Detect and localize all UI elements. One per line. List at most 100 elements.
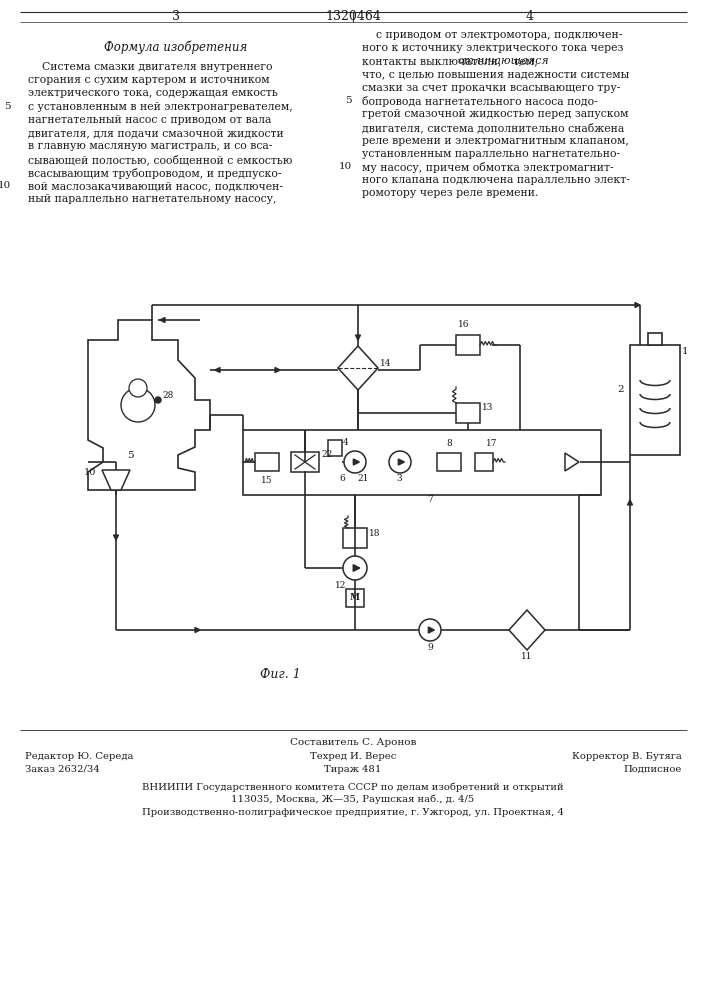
Text: 4: 4 bbox=[343, 438, 349, 447]
Text: 4: 4 bbox=[526, 10, 534, 23]
Text: Техред И. Верес: Техред И. Верес bbox=[310, 752, 396, 761]
Polygon shape bbox=[114, 535, 119, 540]
Text: нагнетательный насос с приводом от вала: нагнетательный насос с приводом от вала bbox=[28, 115, 271, 125]
Bar bbox=[648, 333, 662, 345]
Polygon shape bbox=[354, 459, 359, 465]
Bar bbox=[437, 453, 461, 471]
Text: Корректор В. Бутяга: Корректор В. Бутяга bbox=[572, 752, 682, 761]
Polygon shape bbox=[628, 500, 633, 505]
Text: Система смазки двигателя внутреннего: Система смазки двигателя внутреннего bbox=[28, 62, 272, 72]
Text: Тираж 481: Тираж 481 bbox=[325, 765, 382, 774]
Text: 11: 11 bbox=[521, 652, 533, 661]
Text: что, с целью повышения надежности системы: что, с целью повышения надежности систем… bbox=[362, 70, 629, 80]
Text: ного к источнику электрического тока через: ного к источнику электрического тока чер… bbox=[362, 43, 624, 53]
Circle shape bbox=[343, 556, 367, 580]
Text: в главную масляную магистраль, и со вса-: в главную масляную магистраль, и со вса- bbox=[28, 141, 272, 151]
Text: 7: 7 bbox=[427, 495, 433, 504]
Bar bbox=[328, 440, 342, 456]
Text: гретой смазочной жидкостью перед запуском: гретой смазочной жидкостью перед запуско… bbox=[362, 109, 629, 119]
Bar bbox=[243, 430, 601, 495]
Text: с приводом от электромотора, подключен-: с приводом от электромотора, подключен- bbox=[362, 30, 622, 40]
Text: 5: 5 bbox=[4, 102, 11, 111]
Text: 28: 28 bbox=[162, 391, 173, 400]
Text: сывающей полостью, сообщенной с емкостью: сывающей полостью, сообщенной с емкостью bbox=[28, 154, 293, 165]
Text: всасывающим трубопроводом, и предпуско-: всасывающим трубопроводом, и предпуско- bbox=[28, 168, 281, 179]
Circle shape bbox=[344, 451, 366, 473]
Circle shape bbox=[155, 397, 161, 403]
Circle shape bbox=[121, 388, 155, 422]
Text: установленным параллельно нагнетательно-: установленным параллельно нагнетательно- bbox=[362, 149, 620, 159]
Polygon shape bbox=[195, 628, 200, 633]
Circle shape bbox=[389, 451, 411, 473]
Polygon shape bbox=[565, 453, 579, 471]
Text: 5: 5 bbox=[127, 450, 134, 460]
Polygon shape bbox=[354, 565, 360, 571]
Text: 2: 2 bbox=[617, 385, 624, 394]
Text: двигателя, система дополнительно снабжена: двигателя, система дополнительно снабжен… bbox=[362, 122, 624, 133]
Text: 9: 9 bbox=[427, 643, 433, 652]
Text: двигателя, для подачи смазочной жидкости: двигателя, для подачи смазочной жидкости bbox=[28, 128, 284, 138]
Polygon shape bbox=[102, 470, 130, 490]
Polygon shape bbox=[398, 459, 404, 465]
Text: ный параллельно нагнетательному насосу,: ный параллельно нагнетательному насосу, bbox=[28, 194, 276, 204]
Text: 3: 3 bbox=[172, 10, 180, 23]
Text: 10: 10 bbox=[0, 181, 11, 190]
Text: 10: 10 bbox=[83, 468, 96, 477]
Text: 12: 12 bbox=[335, 581, 346, 590]
Text: Фиг. 1: Фиг. 1 bbox=[259, 668, 300, 681]
Text: ВНИИПИ Государственного комитета СССР по делам изобретений и открытий: ВНИИПИ Государственного комитета СССР по… bbox=[142, 782, 563, 792]
Text: 17: 17 bbox=[486, 439, 498, 448]
Bar bbox=[346, 589, 364, 607]
Polygon shape bbox=[356, 335, 361, 340]
Text: 1: 1 bbox=[682, 347, 689, 356]
Text: отличающаяся: отличающаяся bbox=[457, 56, 549, 66]
Text: реле времени и электромагнитным клапаном,: реле времени и электромагнитным клапаном… bbox=[362, 136, 629, 146]
Bar bbox=[475, 453, 493, 471]
Polygon shape bbox=[275, 367, 280, 372]
Polygon shape bbox=[509, 610, 545, 650]
Bar bbox=[630, 345, 680, 455]
Text: ного клапана подключена параллельно элект-: ного клапана подключена параллельно элек… bbox=[362, 175, 630, 185]
Text: 8: 8 bbox=[446, 439, 452, 448]
Polygon shape bbox=[428, 627, 434, 633]
Text: 113035, Москва, Ж—35, Раушская наб., д. 4/5: 113035, Москва, Ж—35, Раушская наб., д. … bbox=[231, 795, 474, 804]
Text: бопровода нагнетательного насоса подо-: бопровода нагнетательного насоса подо- bbox=[362, 96, 597, 107]
Bar bbox=[291, 452, 319, 472]
Text: вой маслозакачивающий насос, подключен-: вой маслозакачивающий насос, подключен- bbox=[28, 181, 283, 191]
Bar bbox=[456, 403, 480, 423]
Text: Заказ 2632/34: Заказ 2632/34 bbox=[25, 765, 100, 774]
Text: 16: 16 bbox=[458, 320, 469, 329]
Polygon shape bbox=[338, 346, 378, 390]
Text: с установленным в ней электронагревателем,: с установленным в ней электронагревателе… bbox=[28, 102, 293, 112]
Polygon shape bbox=[215, 367, 220, 372]
Text: электрического тока, содержащая емкость: электрического тока, содержащая емкость bbox=[28, 88, 278, 98]
Text: 10: 10 bbox=[339, 162, 352, 171]
Text: Производственно-полиграфическое предприятие, г. Ужгород, ул. Проектная, 4: Производственно-полиграфическое предприя… bbox=[142, 808, 564, 817]
Circle shape bbox=[129, 379, 147, 397]
Text: контакты выключателя,: контакты выключателя, bbox=[362, 56, 505, 66]
Text: 5: 5 bbox=[346, 96, 352, 105]
Text: смазки за счет прокачки всасывающего тру-: смазки за счет прокачки всасывающего тру… bbox=[362, 83, 620, 93]
Polygon shape bbox=[88, 320, 210, 490]
Text: ромотору через реле времени.: ромотору через реле времени. bbox=[362, 188, 538, 198]
Bar bbox=[456, 335, 480, 355]
Text: 18: 18 bbox=[369, 528, 380, 538]
Text: 14: 14 bbox=[380, 359, 392, 367]
Text: тем,: тем, bbox=[510, 56, 537, 66]
Text: Формула изобретения: Формула изобретения bbox=[105, 40, 247, 53]
Text: му насосу, причем обмотка электромагнит-: му насосу, причем обмотка электромагнит- bbox=[362, 162, 614, 173]
Text: Редактор Ю. Середа: Редактор Ю. Середа bbox=[25, 752, 134, 761]
Text: 6: 6 bbox=[339, 474, 345, 483]
Text: 21: 21 bbox=[357, 474, 368, 483]
Circle shape bbox=[419, 619, 441, 641]
Bar bbox=[343, 528, 367, 548]
Text: M: M bbox=[350, 593, 360, 602]
Text: 1320464: 1320464 bbox=[325, 10, 381, 23]
Text: 13: 13 bbox=[482, 403, 493, 412]
Text: Подписное: Подписное bbox=[624, 765, 682, 774]
Text: 15: 15 bbox=[261, 476, 273, 485]
Bar bbox=[255, 453, 279, 471]
Text: 3: 3 bbox=[396, 474, 402, 483]
Text: Составитель С. Аронов: Составитель С. Аронов bbox=[290, 738, 416, 747]
Text: 22: 22 bbox=[321, 450, 332, 459]
